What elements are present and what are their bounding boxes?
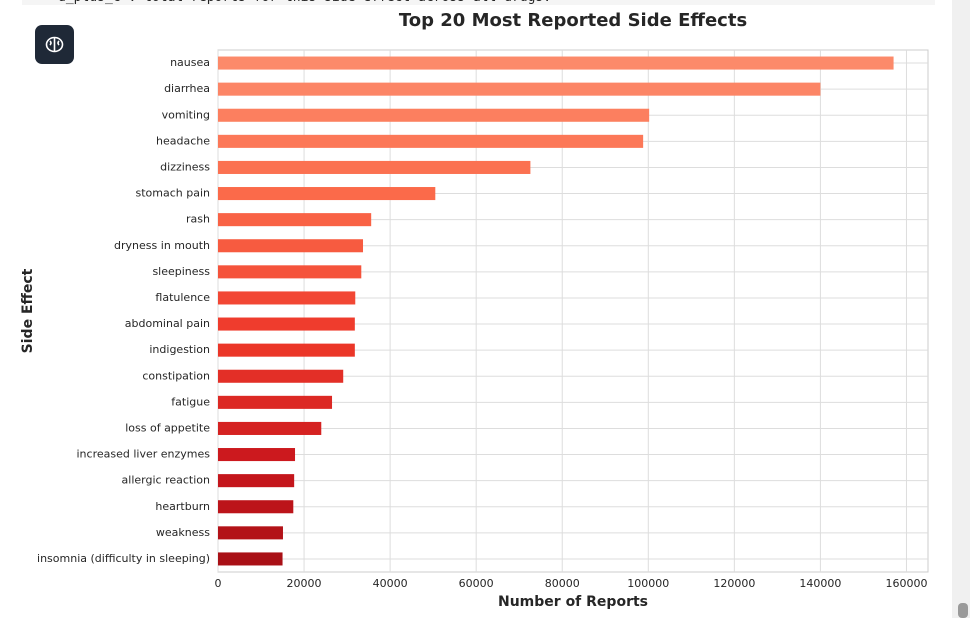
y-tick-label: insomnia (difficulty in sleeping) [37,552,210,565]
bar [218,82,821,96]
bar [218,369,344,383]
y-tick-label: flatulence [155,291,210,304]
x-tick-label: 160000 [885,577,927,590]
bar [218,552,283,566]
y-tick-label: heartburn [155,500,210,513]
y-tick-label: loss of appetite [125,421,210,434]
bar [218,134,644,148]
plot: 0 20000 40000 60000 80000 100000 120000 140000 1… [37,49,929,590]
bar [218,421,322,435]
y-tick-label: indigestion [149,343,210,356]
code-cell [22,0,935,5]
bar [218,317,355,331]
bar [218,239,364,253]
scrollbar-track [952,0,970,618]
x-tick-label: 100000 [627,577,669,590]
bar [218,474,295,488]
y-tick-label: rash [186,213,210,226]
y-tick-label: dizziness [160,160,210,173]
y-tick-label: dryness in mouth [114,239,210,252]
bar [218,56,894,70]
y-axis-label: Side Effect [20,268,36,353]
y-tick-label: stomach pain [136,187,211,200]
bar [218,213,372,227]
x-tick-label: 20000 [287,577,322,590]
bar [218,343,355,357]
y-tick-label: headache [156,134,210,147]
brain-icon [45,36,64,53]
bar [218,526,283,540]
bar [218,291,356,305]
y-tick-label: weakness [156,526,210,539]
x-axis-label: Number of Reports [498,594,648,610]
y-tick-label: fatigue [171,395,210,408]
x-tick-label: 120000 [713,577,755,590]
x-tick-label: 60000 [459,577,494,590]
bar [218,500,294,514]
scrollbar-thumb[interactable] [958,603,968,618]
bar [218,187,436,201]
code-line: d_plus_c : total reports for this side e… [58,0,551,5]
bar [218,108,650,122]
bar [218,160,531,174]
bar [218,448,296,462]
y-tick-label: abdominal pain [125,317,210,330]
bar [218,265,362,279]
y-tick-label: diarrhea [164,82,210,95]
y-tick-label: allergic reaction [122,474,210,487]
x-tick-label: 140000 [799,577,841,590]
plot-area [217,49,929,573]
bar [218,395,333,409]
x-tick-label: 40000 [373,577,408,590]
chart-title: Top 20 Most Reported Side Effects [399,10,747,31]
y-tick-label: constipation [142,369,210,382]
x-tick-label: 80000 [545,577,580,590]
y-tick-label: increased liver enzymes [77,448,211,461]
x-tick-label: 0 [215,577,222,590]
y-tick-label: sleepiness [152,265,210,278]
y-tick-label: vomiting [162,108,210,121]
y-tick-label: nausea [170,56,210,69]
